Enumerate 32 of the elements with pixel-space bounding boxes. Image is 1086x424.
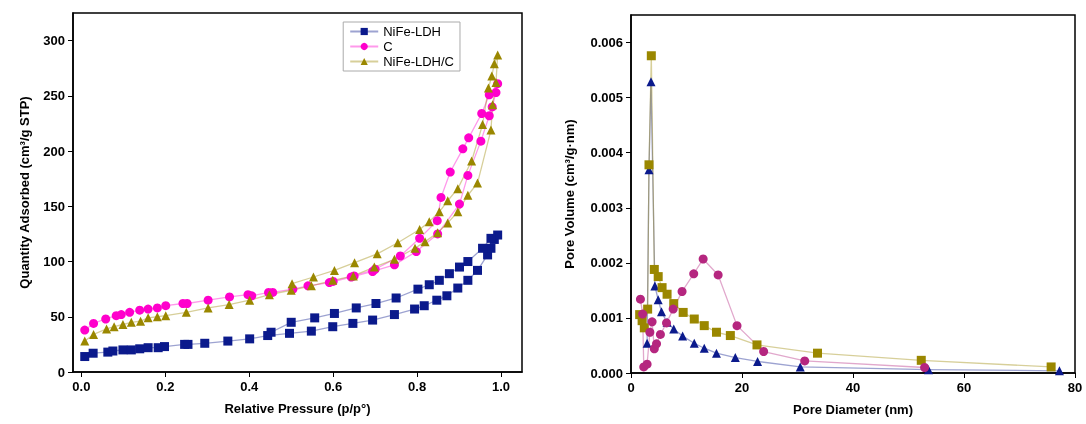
- legend-label: NiFe-LDH/C: [383, 54, 455, 69]
- y-tick-label: 200: [43, 143, 65, 159]
- y-tick-label: 0.001: [590, 310, 623, 326]
- x-axis-title: Relative Pressure (p/p°): [224, 401, 371, 416]
- x-tick-label: 60: [956, 380, 972, 395]
- y-tick-label: 100: [43, 254, 65, 270]
- y-tick-label: 50: [50, 309, 65, 325]
- x-tick-label: 20: [734, 380, 750, 395]
- x-tick-label: 0: [627, 380, 635, 395]
- x-tick-label: 0.4: [240, 379, 260, 394]
- x-tick-label: 0.0: [72, 379, 91, 394]
- y-tick-label: 300: [43, 33, 65, 49]
- x-tick-label: 1.0: [491, 379, 511, 394]
- x-tick-label: 80: [1067, 380, 1083, 395]
- y-tick-label: 0.002: [590, 255, 623, 271]
- x-tick-label: 0.6: [324, 379, 343, 394]
- x-tick-label: 0.2: [156, 379, 175, 394]
- y-tick-label: 0.003: [590, 200, 623, 216]
- y-tick-label: 0.004: [590, 145, 624, 161]
- y-tick-label: 0.006: [590, 35, 623, 51]
- y-axis-title: Pore Volume (cm³/g·nm): [562, 119, 577, 269]
- y-tick-label: 0: [57, 364, 65, 380]
- legend-label: C: [383, 39, 393, 54]
- x-tick-label: 0.8: [408, 379, 427, 394]
- y-axis-title: Quantity Adsorbed (cm³/g STP): [17, 96, 32, 289]
- y-tick-label: 0.005: [590, 90, 623, 106]
- y-tick-label: 150: [43, 198, 65, 214]
- y-tick-label: 250: [43, 88, 65, 104]
- x-tick-label: 40: [845, 380, 861, 395]
- legend-label: NiFe-LDH: [383, 24, 442, 39]
- y-tick-label: 0.000: [590, 365, 623, 381]
- x-axis-title: Pore Diameter (nm): [793, 402, 913, 417]
